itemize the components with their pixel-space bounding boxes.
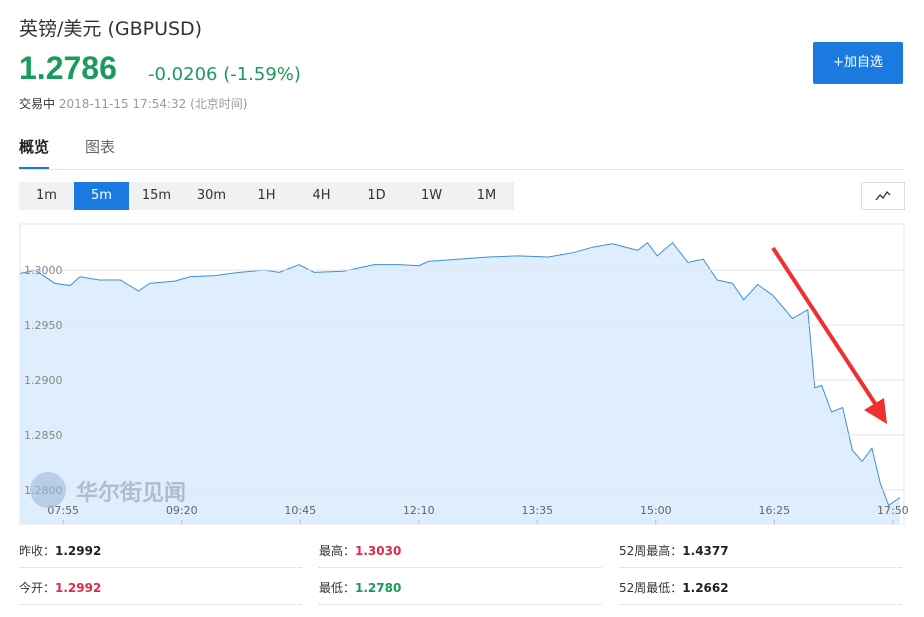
stat-label: 最低： (319, 581, 356, 595)
divider (19, 169, 904, 170)
interval-bar: 1m 5m 15m 30m 1H 4H 1D 1W 1M (19, 182, 514, 210)
divider (19, 604, 302, 605)
watermark: 华尔街见闻 (76, 480, 186, 506)
chart: 1.30001.29501.29001.28501.280007:5509:20… (19, 223, 909, 525)
divider (319, 604, 602, 605)
title: 英镑/美元 (GBPUSD) (19, 18, 203, 40)
interval[interactable]: 1m (36, 188, 57, 203)
x-tick-label: 17:50 (877, 504, 909, 517)
stat: 最高：1.3030 (319, 542, 401, 559)
meta: 交易中 2018-11-15 17:54:32 (北京时间) (19, 95, 248, 112)
price-line (19, 241, 901, 507)
y-tick-label: 1.2850 (24, 429, 63, 442)
timezone: (北京时间) (190, 97, 248, 111)
interval[interactable]: 4H (312, 188, 331, 203)
tabs: 概览 图表 (19, 136, 151, 170)
y-tick-label: 1.2950 (24, 319, 63, 332)
add-button[interactable]: +加自选 (813, 42, 903, 84)
price: 1.2786 (19, 50, 117, 86)
stat-label: 今开： (19, 581, 56, 595)
interval[interactable]: 5m (74, 182, 129, 210)
stat: 52周最高：1.4377 (619, 542, 729, 559)
stat: 昨收：1.2992 (19, 542, 101, 559)
area-fill (20, 242, 900, 524)
arrow-head (864, 398, 887, 424)
x-tick-label: 07:55 (47, 504, 79, 517)
x-tick-label: 12:10 (403, 504, 435, 517)
stat: 今开：1.2992 (19, 579, 101, 596)
interval[interactable]: 1H (257, 188, 276, 203)
y-tick-label: 1.2900 (24, 374, 63, 387)
y-tick-label: 1.3000 (24, 264, 63, 277)
chart-type-button[interactable] (861, 182, 905, 210)
divider (619, 567, 902, 568)
stat-value: 1.2780 (355, 581, 402, 595)
arrow (771, 246, 880, 410)
divider (619, 604, 902, 605)
stat-label: 最高： (319, 544, 356, 558)
interval[interactable]: 1W (420, 188, 443, 203)
divider (319, 567, 602, 568)
tab[interactable]: 概览 (19, 136, 50, 170)
stat-label: 52周最低： (619, 581, 683, 595)
stat-value: 1.2992 (55, 581, 102, 595)
stat-value: 1.3030 (355, 544, 402, 558)
x-tick-label: 09:20 (166, 504, 198, 517)
divider (19, 567, 302, 568)
x-tick-label: 10:45 (284, 504, 316, 517)
status: 交易中 (19, 97, 56, 111)
watermark-logo (30, 472, 66, 508)
interval[interactable]: 15m (141, 188, 172, 203)
change: -0.0206 (-1.59%) (148, 64, 301, 85)
stat: 最低：1.2780 (319, 579, 401, 596)
timestamp: 2018-11-15 17:54:32 (58, 97, 187, 111)
stat-value: 1.2992 (55, 544, 102, 558)
interval[interactable]: 30m (196, 188, 227, 203)
tab[interactable]: 图表 (85, 138, 116, 156)
x-tick-label: 15:00 (640, 504, 672, 517)
x-tick-label: 16:25 (758, 504, 790, 517)
stat-label: 52周最高： (619, 544, 683, 558)
icon (875, 190, 891, 201)
stat: 52周最低：1.2662 (619, 579, 729, 596)
stat-value: 1.4377 (682, 544, 729, 558)
x-tick-label: 13:35 (521, 504, 553, 517)
interval[interactable]: 1D (367, 188, 386, 203)
interval[interactable]: 1M (476, 188, 497, 203)
stat-value: 1.2662 (682, 581, 729, 595)
stat-label: 昨收： (19, 544, 56, 558)
